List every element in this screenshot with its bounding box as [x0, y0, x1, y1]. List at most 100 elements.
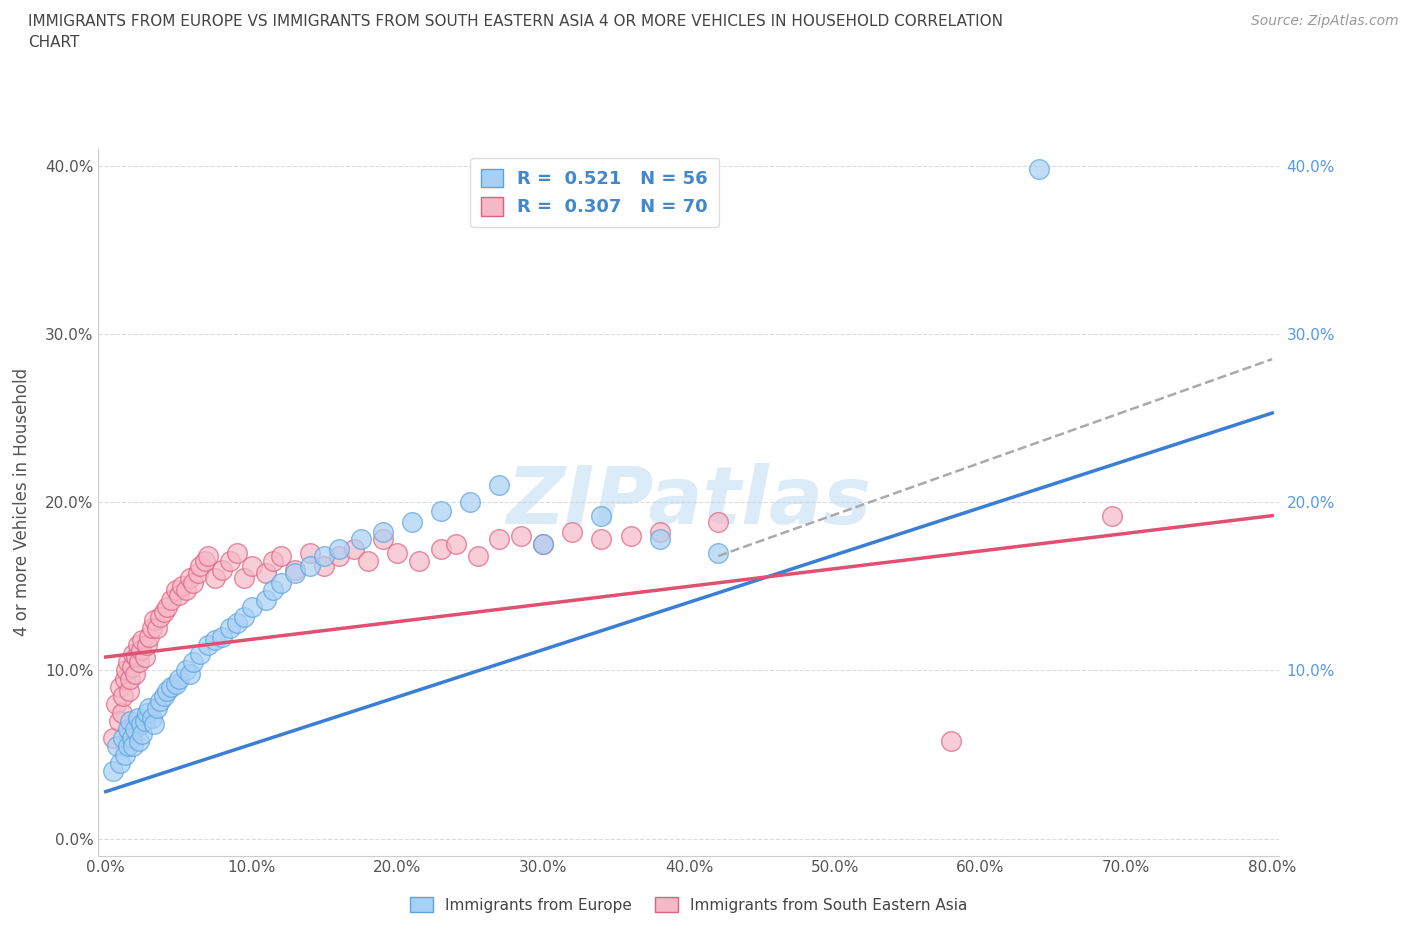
Point: [101, 730, 124, 745]
Point: [190, 646, 212, 661]
Text: ZIPatlas: ZIPatlas: [506, 463, 872, 541]
Text: IMMIGRANTS FROM EUROPE VS IMMIGRANTS FROM SOUTH EASTERN ASIA 4 OR MORE VEHICLES : IMMIGRANTS FROM EUROPE VS IMMIGRANTS FRO…: [28, 14, 1002, 29]
Point: [467, 549, 489, 564]
Point: [254, 565, 277, 580]
Point: [124, 722, 146, 737]
Point: [233, 609, 256, 624]
Point: [328, 549, 350, 564]
Point: [128, 655, 150, 670]
Point: [1101, 508, 1123, 523]
Point: [707, 515, 730, 530]
Point: [620, 528, 643, 543]
Point: [129, 643, 152, 658]
Point: [104, 697, 127, 711]
Point: [187, 565, 209, 580]
Point: [190, 559, 212, 574]
Point: [179, 570, 201, 585]
Point: [408, 553, 430, 568]
Point: [141, 621, 163, 636]
Point: [371, 532, 394, 547]
Point: [488, 532, 510, 547]
Point: [648, 525, 671, 540]
Point: [531, 537, 554, 551]
Point: [218, 621, 240, 636]
Point: [488, 478, 510, 493]
Text: CHART: CHART: [28, 35, 80, 50]
Point: [531, 537, 554, 551]
Point: [197, 638, 219, 653]
Point: [101, 764, 124, 779]
Point: [510, 528, 533, 543]
Point: [108, 713, 131, 728]
Point: [135, 638, 157, 653]
Point: [298, 545, 321, 560]
Point: [328, 542, 350, 557]
Point: [141, 711, 163, 725]
Point: [181, 655, 204, 670]
Point: [218, 553, 240, 568]
Point: [118, 684, 141, 698]
Point: [120, 671, 142, 686]
Point: [254, 592, 277, 607]
Point: [149, 609, 172, 624]
Point: [160, 592, 183, 607]
Point: [226, 545, 249, 560]
Point: [121, 659, 143, 674]
Point: [153, 688, 176, 703]
Point: [111, 705, 134, 720]
Point: [125, 649, 148, 664]
Point: [211, 562, 233, 577]
Point: [112, 730, 135, 745]
Point: [142, 613, 165, 628]
Point: [112, 688, 135, 703]
Point: [165, 582, 187, 597]
Point: [1028, 162, 1050, 177]
Point: [181, 576, 204, 591]
Point: [117, 722, 139, 737]
Point: [371, 525, 394, 540]
Point: [142, 717, 165, 732]
Point: [153, 604, 176, 619]
Point: [131, 632, 153, 647]
Point: [134, 649, 156, 664]
Point: [197, 549, 219, 564]
Point: [127, 638, 149, 653]
Point: [240, 559, 263, 574]
Point: [115, 663, 138, 678]
Point: [591, 508, 613, 523]
Point: [156, 684, 179, 698]
Point: [138, 700, 160, 715]
Point: [138, 630, 160, 644]
Point: [121, 730, 143, 745]
Point: [262, 582, 284, 597]
Point: [458, 495, 481, 510]
Point: [167, 588, 190, 603]
Point: [591, 532, 613, 547]
Point: [233, 570, 256, 585]
Point: [350, 532, 373, 547]
Point: [561, 525, 583, 540]
Point: [204, 632, 226, 647]
Point: [117, 738, 139, 753]
Point: [124, 667, 146, 682]
Point: [357, 553, 380, 568]
Point: [270, 549, 292, 564]
Point: [941, 734, 963, 749]
Point: [110, 680, 132, 695]
Point: [122, 738, 145, 753]
Point: [204, 570, 226, 585]
Point: [211, 630, 233, 644]
Point: [114, 747, 136, 762]
Point: [430, 542, 453, 557]
Point: [127, 711, 149, 725]
Point: [430, 503, 453, 518]
Point: [226, 616, 249, 631]
Point: [120, 713, 142, 728]
Point: [117, 655, 139, 670]
Point: [240, 599, 263, 614]
Point: [298, 559, 321, 574]
Point: [135, 705, 157, 720]
Point: [314, 549, 336, 564]
Point: [170, 578, 193, 593]
Point: [648, 532, 671, 547]
